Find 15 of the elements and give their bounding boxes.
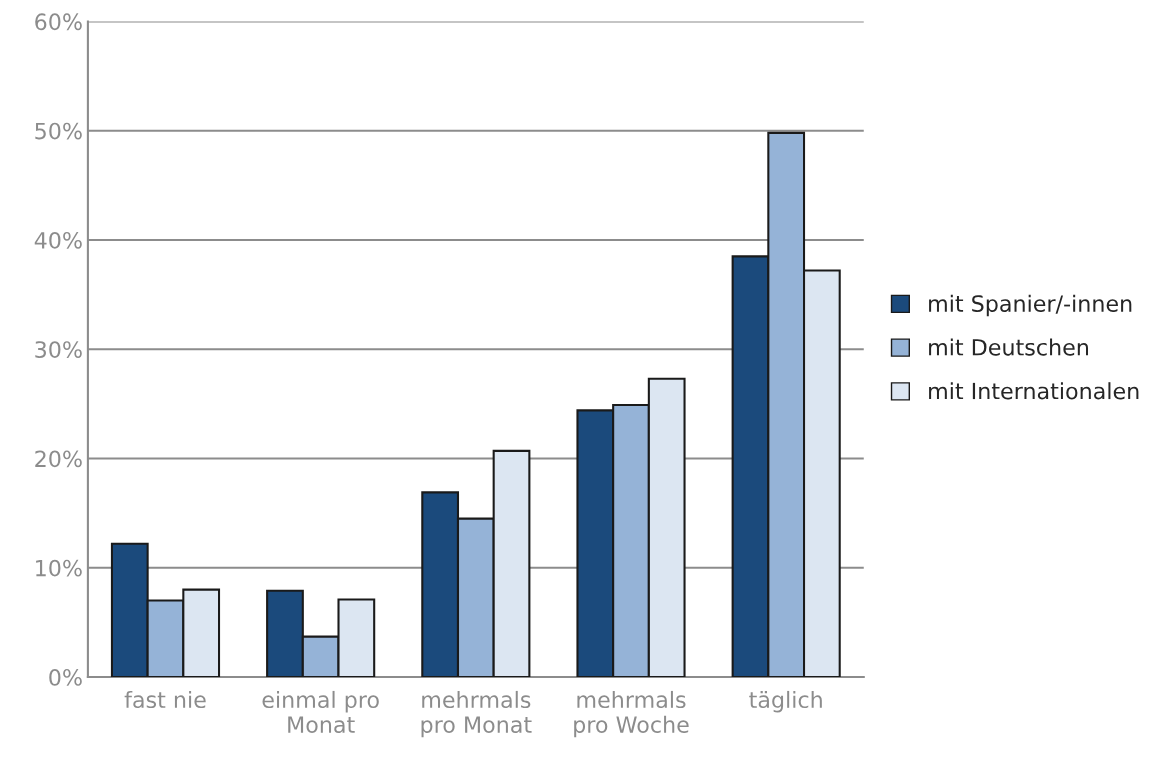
legend-label: mit Internationalen — [929, 382, 1139, 400]
y-tick-label: 50% — [35, 122, 82, 140]
y-tick-label: 60% — [35, 13, 82, 31]
y-tick-label: 40% — [34, 231, 82, 249]
y-tick-label: 0% — [49, 668, 82, 686]
x-tick-label: fast nie — [124, 690, 206, 709]
y-tick-label: 20% — [35, 450, 82, 468]
x-tick-label: mehrmals pro Woche — [574, 690, 689, 738]
legend-label: mit Deutschen — [929, 338, 1089, 356]
y-tick-label: 10% — [36, 559, 82, 577]
x-tick-label: mehrmals pro Monat — [421, 690, 532, 738]
x-tick-label: einmal pro Monat — [262, 690, 379, 733]
x-tick-label: täglich — [749, 690, 822, 713]
legend-label: mit Spanier/-innen — [929, 294, 1132, 317]
y-tick-label: 30% — [35, 341, 82, 358]
